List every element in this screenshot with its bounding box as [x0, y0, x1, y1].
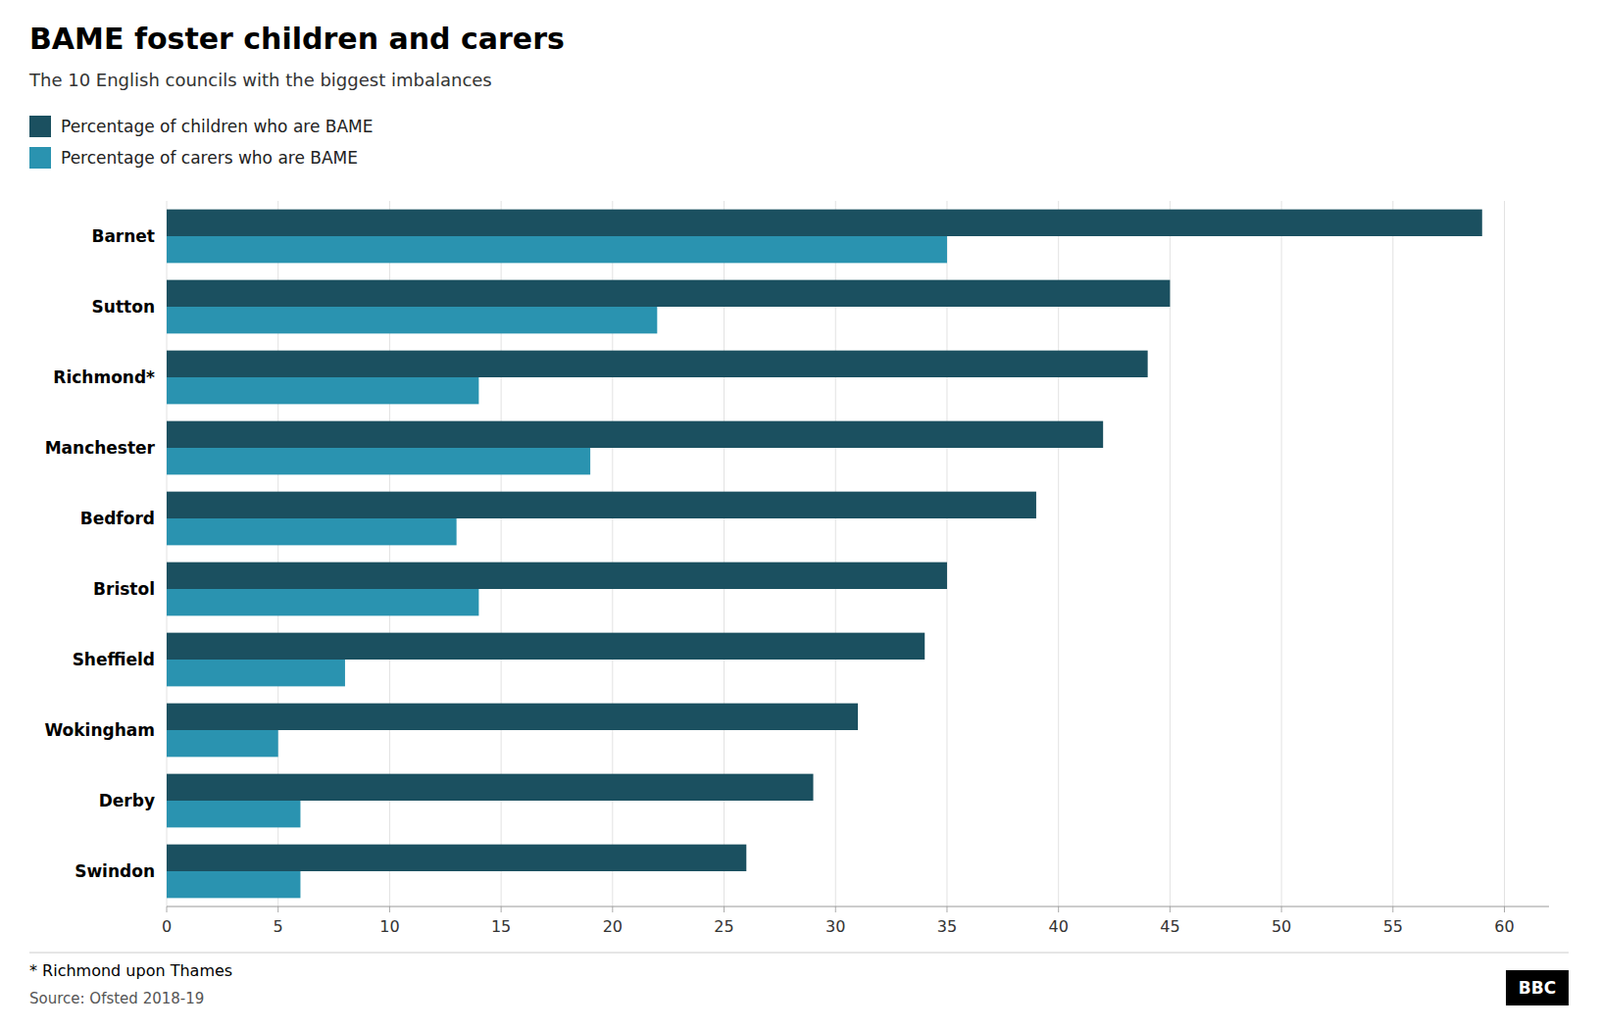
x-tick: [1169, 906, 1171, 913]
chart-svg: BAME foster children and carers The 10 En…: [0, 0, 1600, 1029]
grid-line: [1281, 200, 1283, 907]
bar: [166, 377, 479, 404]
y-tick-label: Wokingham: [44, 720, 155, 741]
bar: [166, 306, 657, 334]
grid-line: [1503, 200, 1505, 907]
x-tick: [166, 906, 168, 913]
x-tick: [277, 906, 279, 913]
y-tick-label: Richmond*: [52, 367, 155, 388]
bars: [166, 209, 1483, 900]
bar: [166, 448, 591, 475]
footer-separator: [29, 952, 1569, 954]
subtitle: The 10 English councils with the biggest…: [28, 69, 493, 91]
chart-container: BAME foster children and carers The 10 En…: [0, 0, 1600, 1029]
x-tick: [723, 906, 725, 913]
x-tick-label: 55: [1383, 917, 1403, 937]
x-tick-label: 50: [1271, 917, 1292, 937]
bar: [166, 659, 346, 687]
y-axis: Barnet Sutton Richmond* Manchester Bedford Br…: [44, 226, 155, 882]
bar: [166, 774, 814, 801]
bar: [166, 518, 457, 546]
x-tick-label: 60: [1494, 917, 1514, 937]
legend-swatch: [29, 115, 51, 138]
x-tick: [1281, 906, 1283, 913]
x-tick-label: 5: [273, 917, 284, 937]
legend: Percentage of children who are BAME Perce…: [29, 115, 374, 169]
x-tick: [500, 906, 502, 913]
source: Source: Ofsted 2018-19: [29, 990, 204, 1008]
bar: [166, 589, 479, 616]
x-tick-label: 0: [161, 917, 172, 937]
bar: [166, 800, 300, 828]
y-tick-label: Barnet: [91, 226, 155, 247]
bar: [166, 280, 1170, 307]
x-tick: [946, 906, 948, 913]
x-tick-label: 20: [602, 917, 623, 937]
x-axis: 0 5 10 15 20 25 30 35 40 45 50 55 60: [161, 906, 1550, 937]
x-tick-label: 30: [825, 917, 846, 937]
bar: [166, 703, 858, 731]
y-tick-label: Derby: [99, 791, 155, 811]
x-tick-label: 15: [491, 917, 511, 937]
bar: [166, 871, 300, 899]
x-tick-label: 10: [379, 917, 400, 937]
x-tick-label: 35: [937, 917, 957, 937]
x-tick: [1057, 906, 1059, 913]
bar: [166, 350, 1149, 378]
grid: [166, 200, 1505, 907]
logo-box: [1505, 970, 1569, 1006]
y-tick-label: Bristol: [93, 579, 155, 600]
bar: [166, 236, 948, 263]
legend-label: Percentage of children who are BAME: [60, 116, 374, 137]
footnote: * Richmond upon Thames: [29, 961, 233, 981]
x-tick: [835, 906, 837, 913]
y-tick-label: Manchester: [45, 438, 156, 458]
x-tick: [1392, 906, 1394, 913]
bar: [166, 421, 1103, 449]
x-tick-label: 40: [1048, 917, 1068, 937]
x-tick: [389, 906, 391, 913]
x-tick-label: 45: [1159, 917, 1180, 937]
x-tick-label: 25: [713, 917, 734, 937]
bar: [166, 209, 1483, 237]
legend-label: Percentage of carers who are BAME: [60, 148, 358, 168]
bar: [166, 730, 279, 757]
title: BAME foster children and carers: [29, 21, 565, 56]
bar: [166, 492, 1037, 519]
grid-line: [1392, 200, 1394, 907]
y-tick-label: Bedford: [80, 508, 155, 529]
legend-swatch: [29, 147, 51, 169]
x-tick: [1503, 906, 1505, 913]
x-tick: [611, 906, 613, 913]
bar: [166, 633, 925, 660]
y-tick-label: Sutton: [92, 297, 155, 317]
bar: [166, 845, 747, 872]
y-tick-label: Swindon: [74, 861, 155, 882]
logo-text: BBC: [1518, 978, 1556, 999]
bar: [166, 562, 948, 590]
y-tick-label: Sheffield: [72, 650, 155, 670]
x-axis-line: [166, 906, 1550, 908]
background: [0, 0, 1600, 1029]
